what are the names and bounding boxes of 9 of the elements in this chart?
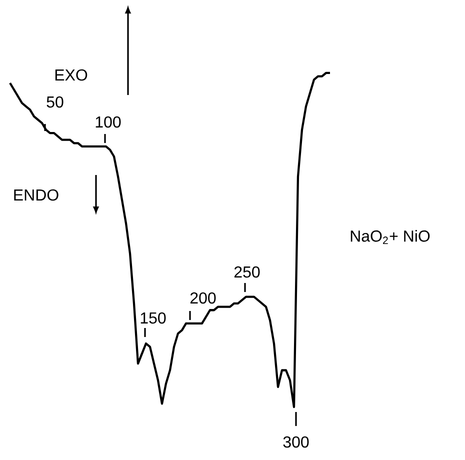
- annotation: EXO: [55, 69, 88, 81]
- text: 300: [283, 436, 309, 448]
- annotation: 100: [96, 116, 121, 128]
- annotation: 150: [140, 312, 166, 324]
- annotation: 50: [46, 96, 64, 108]
- text: NaO$_{2}$+ NiO: [350, 230, 430, 244]
- annotation: 250: [234, 266, 260, 278]
- annotation: ENDO: [14, 189, 58, 201]
- annotation: 200: [190, 292, 216, 304]
